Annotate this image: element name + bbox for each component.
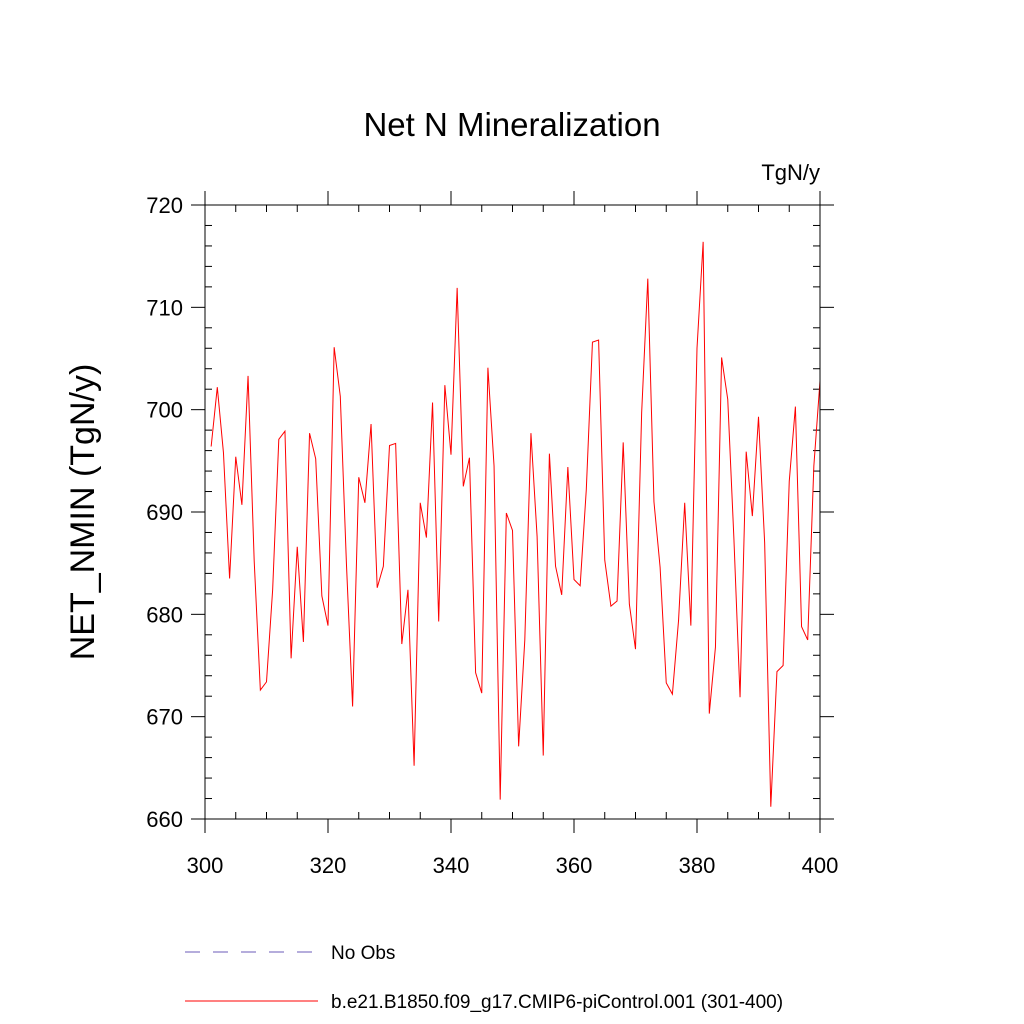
y-tick-label: 700	[146, 398, 183, 423]
legend: No Obs b.e21.B1850.f09_g17.CMIP6-piContr…	[185, 943, 783, 1013]
plot-frame	[205, 205, 820, 819]
series-line	[211, 242, 820, 807]
chart-title: Net N Mineralization	[363, 106, 660, 143]
x-tick-label: 340	[433, 853, 470, 878]
x-tick-label: 300	[187, 853, 224, 878]
y-axis-label: NET_NMIN (TgN/y)	[64, 364, 102, 661]
y-tick-label: 670	[146, 705, 183, 730]
x-tick-label: 320	[310, 853, 347, 878]
y-tick-label: 660	[146, 807, 183, 832]
data-series	[211, 242, 820, 807]
y-tick-label: 680	[146, 602, 183, 627]
legend-label-model: b.e21.B1850.f09_g17.CMIP6-piControl.001 …	[331, 992, 783, 1013]
x-tick-label: 360	[556, 853, 593, 878]
tick-labels: 660 670 680 690 700 710 720 300 320 340 360 380 400	[146, 193, 838, 878]
y-tick-label: 720	[146, 193, 183, 218]
units-label: TgN/y	[761, 160, 820, 185]
y-tick-label: 710	[146, 295, 183, 320]
chart: Net N Mineralization TgN/y NET_NMIN (TgN…	[0, 0, 1024, 1024]
x-tick-label: 400	[802, 853, 839, 878]
x-tick-label: 380	[679, 853, 716, 878]
legend-label-no-obs: No Obs	[331, 943, 395, 964]
y-tick-label: 690	[146, 500, 183, 525]
